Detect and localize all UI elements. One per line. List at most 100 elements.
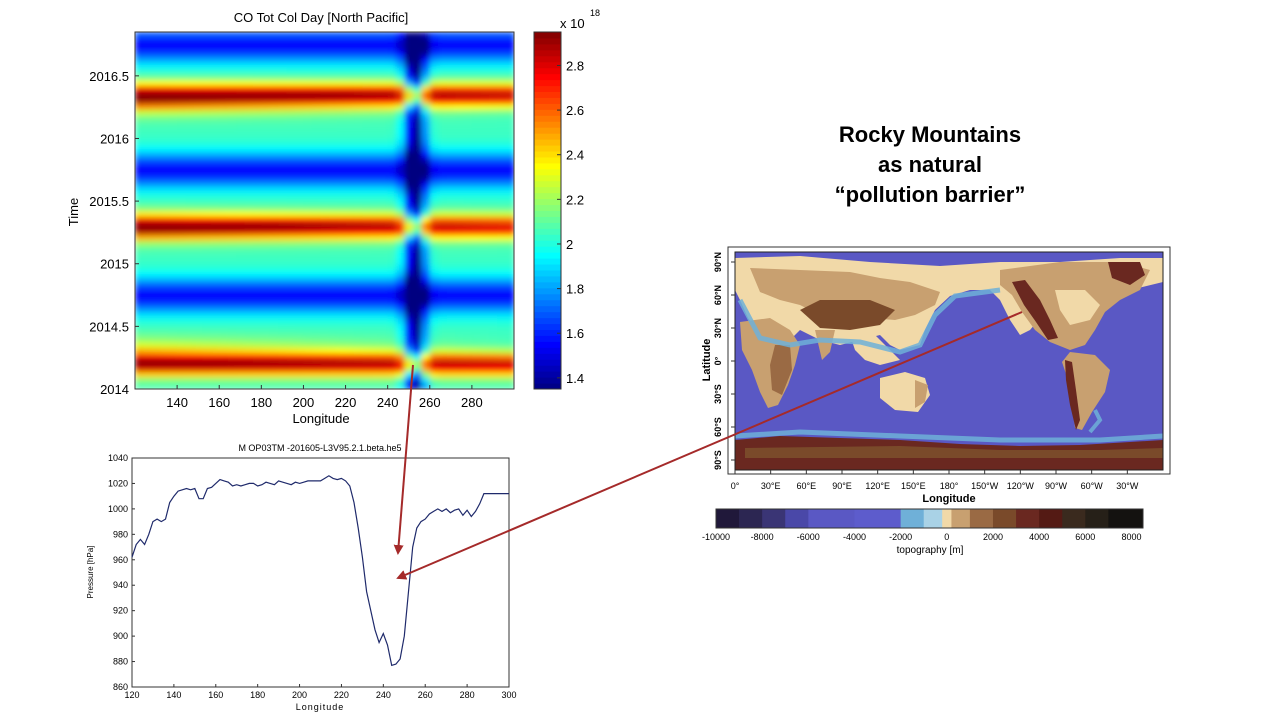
heatmap-cell bbox=[488, 293, 498, 301]
heatmap-cell bbox=[236, 162, 246, 170]
heatmap-cell bbox=[505, 329, 514, 337]
heatmap-cell bbox=[353, 240, 363, 247]
heatmap-cell bbox=[438, 240, 448, 247]
heatmap-cell bbox=[303, 371, 313, 378]
topography-swatch bbox=[1108, 509, 1144, 528]
heatmap-cell bbox=[160, 133, 170, 140]
heatmap-cell bbox=[244, 281, 254, 289]
heatmap-cell bbox=[328, 252, 338, 259]
heatmap-cell bbox=[471, 192, 481, 200]
heatmap-cell bbox=[244, 139, 254, 146]
heatmap-cell bbox=[311, 156, 321, 164]
heatmap-y-tick-label: 2014 bbox=[100, 382, 129, 397]
heatmap-cell bbox=[497, 311, 507, 319]
heatmap-cell bbox=[463, 353, 473, 360]
heatmap-cell bbox=[278, 192, 288, 200]
heatmap-cell bbox=[227, 275, 237, 283]
heatmap-y-tick-label: 2016 bbox=[100, 131, 129, 146]
heatmap-cell bbox=[202, 371, 212, 378]
heatmap-cell bbox=[362, 156, 372, 164]
heatmap-cell bbox=[303, 133, 313, 140]
heatmap-cell bbox=[151, 121, 161, 128]
map-shelf-argentina bbox=[1088, 409, 1103, 434]
heatmap-cell bbox=[379, 293, 389, 301]
heatmap-cell bbox=[295, 353, 305, 360]
heatmap-cell bbox=[446, 67, 456, 75]
heatmap-cell bbox=[387, 323, 397, 331]
heatmap-cell bbox=[362, 109, 372, 116]
heatmap-cell bbox=[463, 335, 473, 342]
heatmap-cell bbox=[303, 91, 313, 99]
heatmap-cell bbox=[497, 371, 507, 378]
heatmap-cell bbox=[353, 228, 363, 235]
slide-title-line-2: as natural bbox=[878, 152, 982, 177]
heatmap-cell bbox=[219, 151, 229, 158]
heatmap-cell bbox=[269, 204, 279, 212]
heatmap-cell bbox=[210, 305, 220, 313]
heatmap-cell bbox=[345, 85, 355, 93]
heatmap-cell bbox=[177, 222, 187, 229]
heatmap-cell bbox=[370, 145, 380, 152]
topography-swatch bbox=[951, 509, 971, 528]
heatmap-cell bbox=[505, 139, 514, 146]
heatmap-cell bbox=[421, 228, 431, 235]
heatmap-cell bbox=[269, 127, 279, 134]
colorbar-swatch bbox=[534, 139, 561, 146]
heatmap-cell bbox=[236, 329, 246, 337]
heatmap-cell bbox=[244, 61, 254, 69]
heatmap-cell bbox=[438, 43, 448, 51]
heatmap-cell bbox=[193, 204, 203, 212]
heatmap-cell bbox=[429, 270, 439, 277]
heatmap-cell bbox=[505, 305, 514, 313]
heatmap-cell bbox=[286, 228, 296, 235]
heatmap-cell bbox=[353, 174, 363, 182]
heatmap-cell bbox=[480, 341, 490, 348]
heatmap-cell bbox=[160, 127, 170, 134]
heatmap-cell bbox=[488, 240, 498, 247]
heatmap-cell bbox=[387, 186, 397, 194]
heatmap-cell bbox=[362, 252, 372, 259]
heatmap-cell bbox=[135, 180, 145, 188]
heatmap-cell bbox=[497, 383, 507, 389]
heatmap-cell bbox=[370, 192, 380, 200]
heatmap-cell bbox=[480, 61, 490, 69]
heatmap-cell bbox=[219, 305, 229, 313]
heatmap-cell bbox=[311, 186, 321, 194]
heatmap-cell bbox=[396, 228, 406, 235]
heatmap-cell bbox=[236, 317, 246, 325]
heatmap-cell bbox=[446, 145, 456, 152]
heatmap-colorbar-gradient bbox=[534, 32, 561, 390]
heatmap-cell bbox=[185, 43, 195, 51]
heatmap-cell bbox=[151, 127, 161, 134]
heatmap-cell bbox=[185, 174, 195, 182]
heatmap-cell bbox=[345, 222, 355, 229]
heatmap-cell bbox=[370, 228, 380, 235]
heatmap-cell bbox=[269, 109, 279, 116]
heatmap-cell bbox=[396, 198, 406, 206]
heatmap-cell bbox=[412, 192, 422, 200]
heatmap-cell bbox=[261, 365, 271, 372]
heatmap-cell bbox=[168, 270, 178, 277]
heatmap-cell bbox=[497, 353, 507, 360]
heatmap-cell bbox=[311, 43, 321, 51]
heatmap-cell bbox=[328, 216, 338, 223]
heatmap-cell bbox=[261, 61, 271, 69]
heatmap-cell bbox=[177, 287, 187, 295]
heatmap-cell bbox=[396, 121, 406, 128]
heatmap-cell bbox=[269, 186, 279, 194]
heatmap-cell bbox=[311, 216, 321, 223]
heatmap-cell bbox=[143, 139, 153, 146]
heatmap-cell bbox=[337, 91, 347, 99]
heatmap-cell bbox=[185, 127, 195, 134]
heatmap-cell bbox=[193, 275, 203, 283]
heatmap-cell bbox=[387, 79, 397, 87]
heatmap-cell bbox=[160, 234, 170, 241]
heatmap-cell bbox=[396, 311, 406, 319]
heatmap-cell bbox=[210, 341, 220, 348]
heatmap-cell bbox=[193, 91, 203, 99]
colorbar-swatch bbox=[534, 115, 561, 122]
heatmap-cell bbox=[421, 180, 431, 188]
heatmap-cell bbox=[320, 73, 330, 81]
heatmap-cell bbox=[362, 192, 372, 200]
heatmap-cell bbox=[480, 377, 490, 384]
